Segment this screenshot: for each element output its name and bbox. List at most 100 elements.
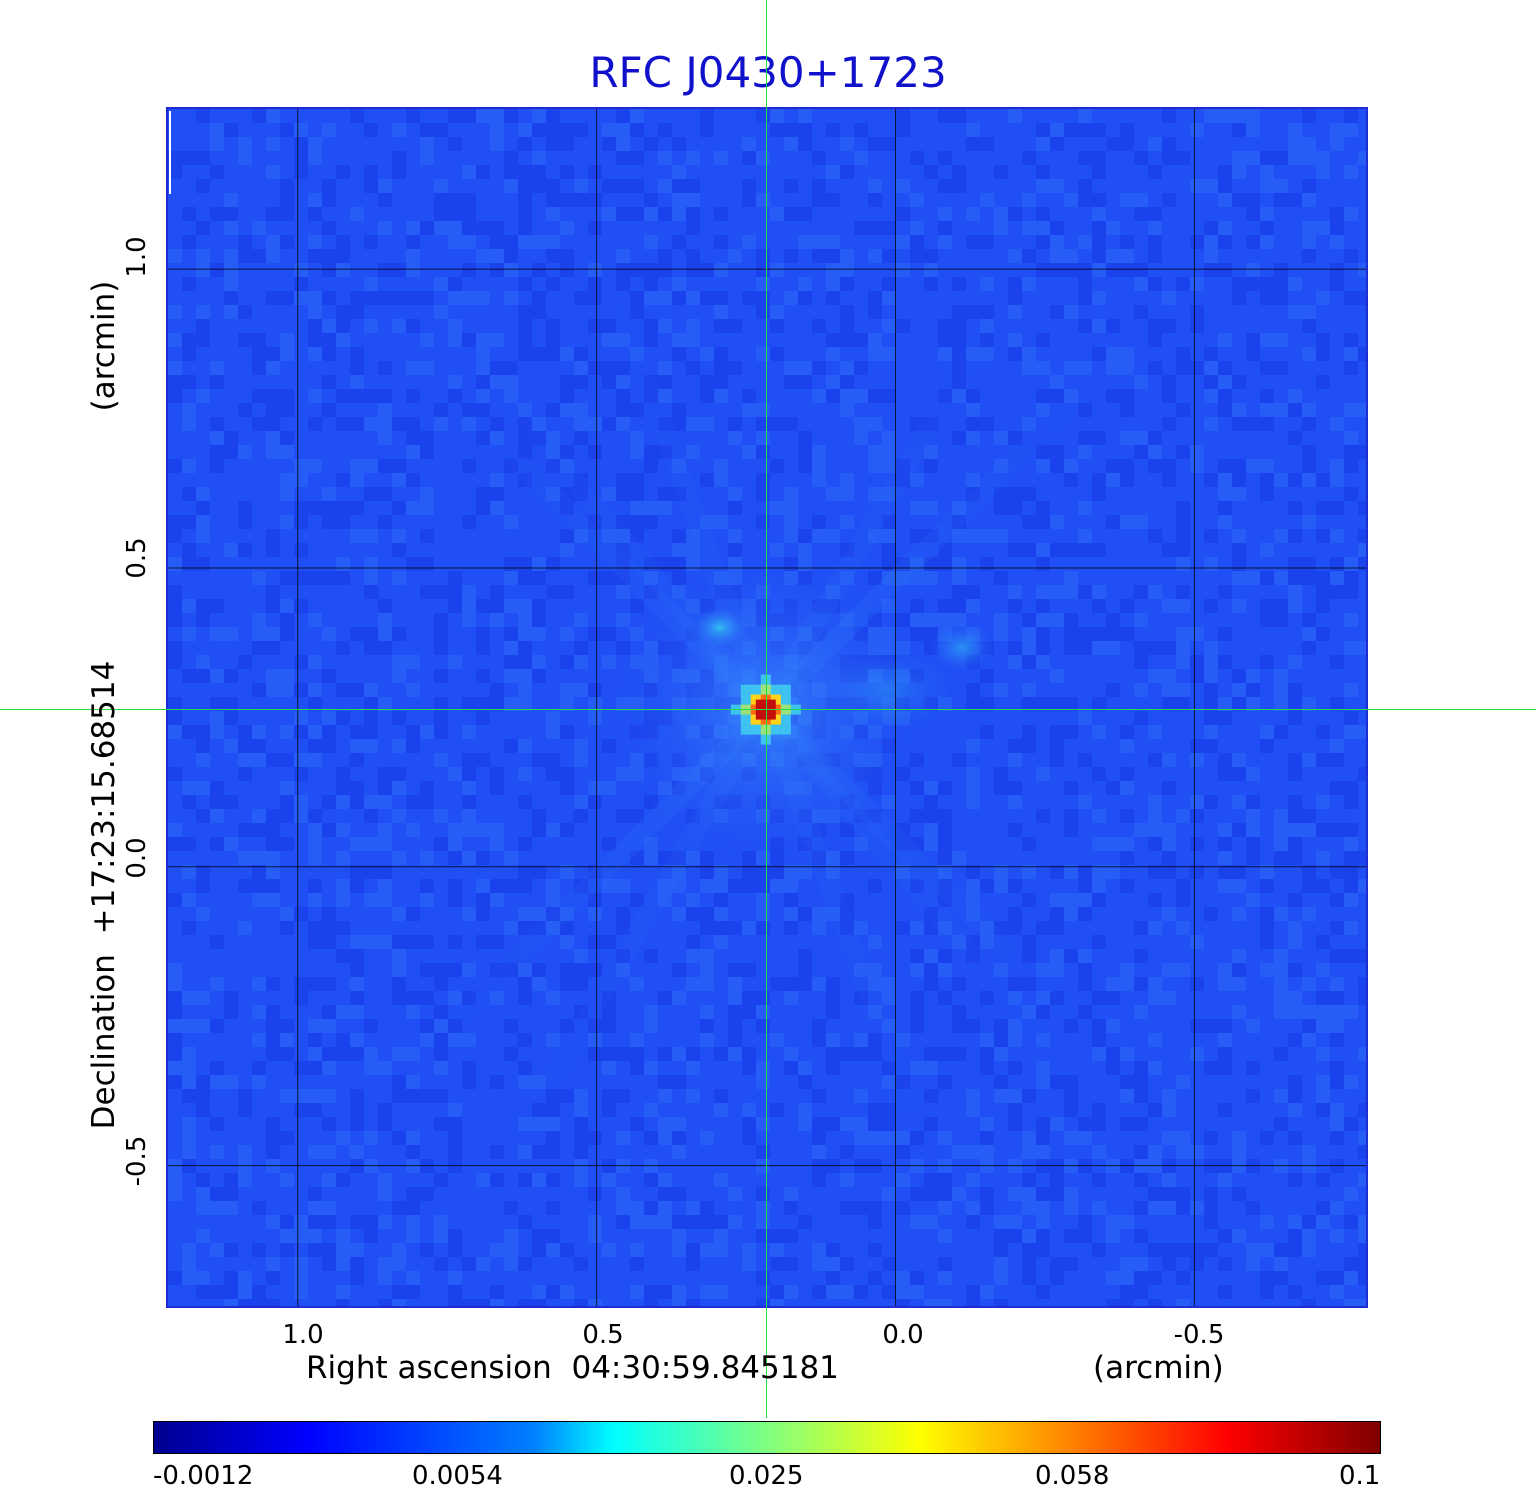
noise-cell [1064,459,1078,473]
noise-cell [406,1285,420,1299]
noise-cell [616,137,630,151]
noise-cell [1260,151,1274,165]
noise-cell [546,1285,560,1299]
noise-cell [280,1229,294,1243]
noise-cell [364,641,378,655]
noise-cell [1176,599,1190,613]
noise-cell [980,879,994,893]
noise-cell [812,1145,826,1159]
noise-cell [210,123,224,137]
noise-cell [1106,683,1120,697]
noise-cell [1232,795,1246,809]
noise-cell [1204,1019,1218,1033]
noise-cell [1176,627,1190,641]
noise-cell [672,1117,686,1131]
noise-cell [994,1033,1008,1047]
noise-cell [1302,109,1316,123]
noise-cell [840,333,854,347]
noise-cell [1204,1131,1218,1145]
noise-cell [546,109,560,123]
noise-cell [294,977,308,991]
noise-cell [1288,1229,1302,1243]
noise-cell [616,1187,630,1201]
noise-cell [728,977,742,991]
noise-cell [378,837,392,851]
noise-cell [1316,501,1330,515]
noise-cell [294,459,308,473]
noise-cell [1162,907,1176,921]
sky-image[interactable] [166,107,1368,1308]
noise-cell [1008,1061,1022,1075]
noise-cell [350,837,364,851]
noise-cell [910,151,924,165]
noise-cell [686,1061,700,1075]
noise-cell [756,1061,770,1075]
noise-cell [588,263,602,277]
source-pixel [750,684,761,695]
noise-cell [1022,193,1036,207]
noise-cell [294,165,308,179]
noise-cell [518,739,532,753]
noise-cell [1050,921,1064,935]
noise-cell [308,305,322,319]
noise-cell [826,291,840,305]
noise-cell [182,1047,196,1061]
noise-cell [1078,151,1092,165]
noise-cell [798,375,812,389]
noise-cell [280,291,294,305]
noise-cell [266,1271,280,1285]
noise-cell [1232,375,1246,389]
noise-cell [322,347,336,361]
noise-cell [574,949,588,963]
noise-cell [1022,725,1036,739]
noise-cell [322,179,336,193]
noise-cell [686,935,700,949]
noise-cell [280,179,294,193]
noise-cell [1232,193,1246,207]
noise-cell [868,221,882,235]
noise-cell [364,487,378,501]
noise-cell [840,277,854,291]
noise-cell [1022,361,1036,375]
noise-cell [462,1061,476,1075]
noise-cell [392,809,406,823]
noise-cell [1302,305,1316,319]
noise-cell [518,1033,532,1047]
noise-cell [994,1243,1008,1257]
noise-cell [1204,1061,1218,1075]
noise-cell [896,613,910,627]
noise-cell [686,1299,700,1306]
noise-cell [868,305,882,319]
noise-cell [1036,1285,1050,1299]
noise-texture [168,109,1366,1306]
noise-cell [448,767,462,781]
noise-cell [1008,753,1022,767]
noise-cell [1176,893,1190,907]
noise-cell [714,1173,728,1187]
noise-cell [1344,291,1358,305]
noise-cell [420,585,434,599]
noise-cell [574,291,588,305]
noise-cell [896,1299,910,1306]
noise-cell [392,1299,406,1306]
noise-cell [938,1271,952,1285]
noise-cell [434,1229,448,1243]
noise-cell [966,473,980,487]
noise-cell [280,1131,294,1145]
noise-cell [1288,123,1302,137]
noise-cell [1078,1117,1092,1131]
noise-cell [602,627,616,641]
noise-cell [392,949,406,963]
noise-cell [336,1299,350,1306]
noise-cell [1148,1271,1162,1285]
noise-cell [1218,109,1232,123]
noise-cell [1134,1145,1148,1159]
noise-cell [322,1019,336,1033]
noise-cell [756,473,770,487]
noise-cell [1092,991,1106,1005]
noise-cell [1344,1187,1358,1201]
noise-cell [1148,893,1162,907]
noise-cell [266,361,280,375]
noise-cell [770,459,784,473]
noise-cell [1148,921,1162,935]
